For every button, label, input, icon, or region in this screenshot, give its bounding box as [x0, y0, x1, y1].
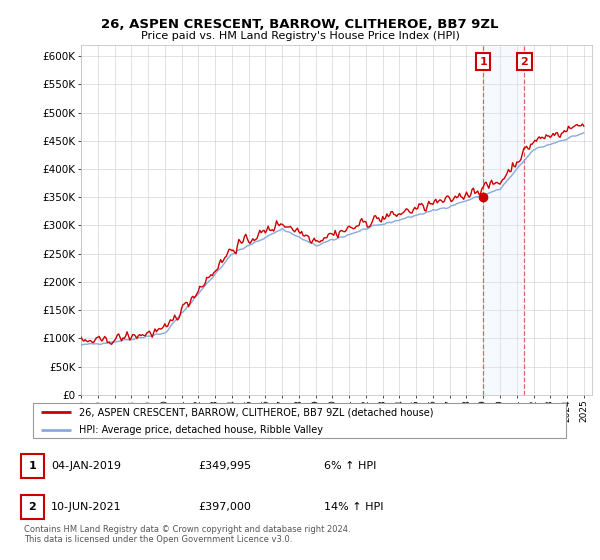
Text: 1: 1: [29, 461, 36, 471]
FancyBboxPatch shape: [33, 403, 566, 438]
Text: 2: 2: [29, 502, 36, 512]
Text: Contains HM Land Registry data © Crown copyright and database right 2024.
This d: Contains HM Land Registry data © Crown c…: [24, 525, 350, 544]
Text: 26, ASPEN CRESCENT, BARROW, CLITHEROE, BB7 9ZL: 26, ASPEN CRESCENT, BARROW, CLITHEROE, B…: [101, 18, 499, 31]
Text: 04-JAN-2019: 04-JAN-2019: [51, 461, 121, 471]
Text: 6% ↑ HPI: 6% ↑ HPI: [324, 461, 376, 471]
Text: 10-JUN-2021: 10-JUN-2021: [51, 502, 122, 512]
Text: 26, ASPEN CRESCENT, BARROW, CLITHEROE, BB7 9ZL (detached house): 26, ASPEN CRESCENT, BARROW, CLITHEROE, B…: [79, 407, 433, 417]
Text: 1: 1: [479, 57, 487, 67]
Text: 2: 2: [520, 57, 528, 67]
Text: 14% ↑ HPI: 14% ↑ HPI: [324, 502, 383, 512]
Text: £349,995: £349,995: [198, 461, 251, 471]
Text: £397,000: £397,000: [198, 502, 251, 512]
Text: HPI: Average price, detached house, Ribble Valley: HPI: Average price, detached house, Ribb…: [79, 424, 323, 435]
Text: Price paid vs. HM Land Registry's House Price Index (HPI): Price paid vs. HM Land Registry's House …: [140, 31, 460, 41]
Bar: [483, 45, 524, 395]
